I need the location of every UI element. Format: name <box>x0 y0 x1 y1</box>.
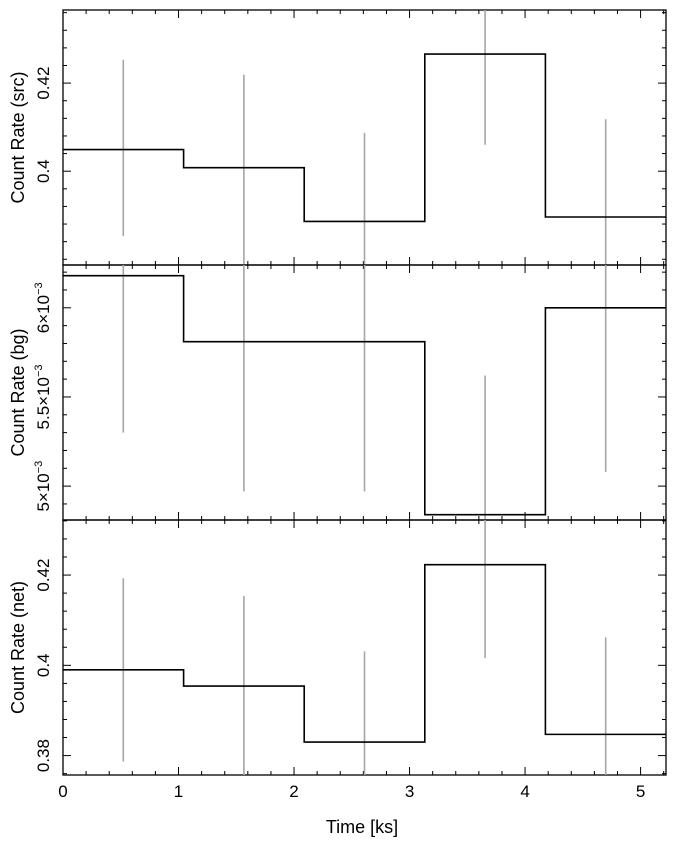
x-tick-label: 3 <box>405 782 414 801</box>
x-tick-label: 0 <box>58 782 67 801</box>
rate-step-line <box>63 274 666 516</box>
rate-step-line <box>63 563 666 743</box>
y-tick-label: 0.38 <box>34 739 53 772</box>
y-tick-label: 5×10−3 <box>33 461 53 512</box>
y-tick-label: 0.4 <box>34 654 53 678</box>
x-axis-label: Time [ks] <box>326 817 398 837</box>
y-tick-label: 0.42 <box>34 559 53 592</box>
y-tick-label: 0.42 <box>34 67 53 100</box>
rate-step-line <box>63 53 666 223</box>
x-tick-label: 4 <box>520 782 529 801</box>
y-axis-label: Count Rate (net) <box>8 581 28 714</box>
y-tick-label: 5.5×10−3 <box>33 364 53 429</box>
x-tick-label: 2 <box>289 782 298 801</box>
x-tick-label: 1 <box>174 782 183 801</box>
y-tick-label: 0.4 <box>34 159 53 183</box>
y-tick-label: 6×10−3 <box>33 282 53 333</box>
panel-1: 0.4 0.42 Count Rate (src) <box>8 9 667 266</box>
panel-3: 0.38 0.4 0.42 Count Rate (net) <box>8 519 667 776</box>
y-axis-label: Count Rate (src) <box>8 71 28 203</box>
y-axis-label: Count Rate (bg) <box>8 328 28 456</box>
x-tick-label: 5 <box>636 782 645 801</box>
